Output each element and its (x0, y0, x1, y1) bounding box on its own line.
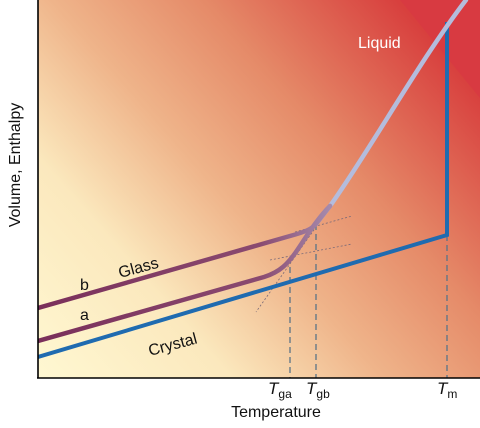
crystal-curve (38, 22, 449, 359)
x-axis-label: Temperature (231, 404, 321, 421)
t-gb-tick-label: Tgb (306, 379, 330, 401)
t-m-tick-label: Tm (437, 379, 457, 401)
liquid-curve (313, 0, 469, 227)
t-ga-subscript: ga (278, 387, 292, 401)
temperature-gradient-background (38, 0, 480, 378)
t-m-symbol: T (437, 379, 449, 398)
liquid-label: Liquid (358, 35, 401, 52)
t-m-subscript: m (447, 387, 457, 401)
t-gb-subscript: gb (316, 387, 330, 401)
t-gb-symbol: T (306, 379, 318, 398)
extrapolation-line-a (269, 243, 353, 261)
t-ga-tick-label: Tga (268, 379, 292, 401)
glass-curve-a (38, 203, 333, 344)
curve-b-label: b (80, 277, 89, 294)
t-ga-symbol: T (268, 379, 280, 398)
melting-region-shade (400, 0, 480, 98)
curve-a-label: a (80, 307, 89, 324)
y-axis-label: Volume, Enthalpy (7, 103, 24, 228)
